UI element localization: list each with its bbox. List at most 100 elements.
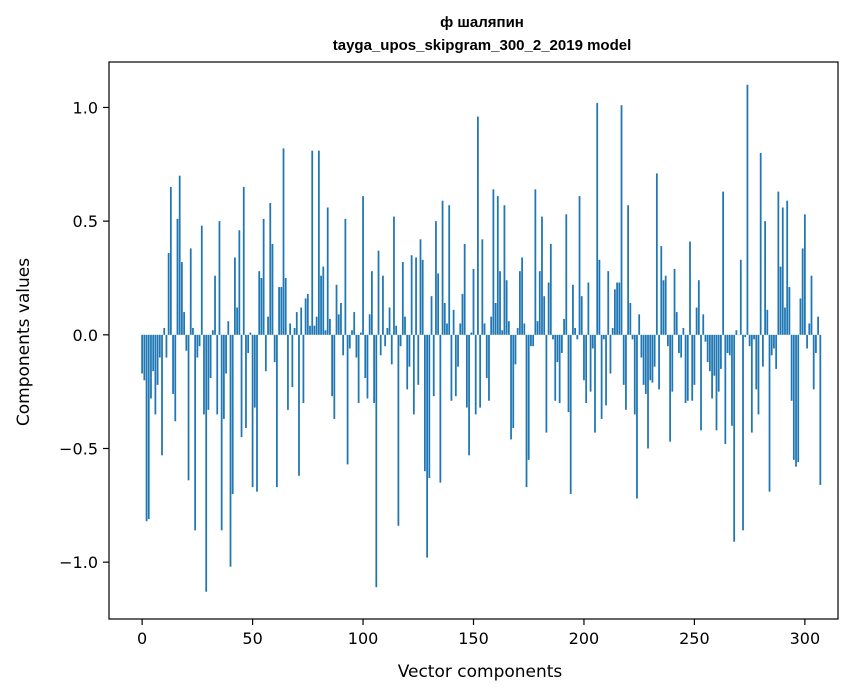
bar-191 (563, 318, 565, 335)
bar-29 (205, 334, 208, 592)
bar-88 (335, 284, 338, 335)
bar-241 (673, 268, 676, 335)
bar-280 (759, 152, 762, 335)
bar-63 (280, 287, 283, 335)
bar-84 (326, 207, 329, 335)
bar-78 (313, 325, 316, 335)
bar-172 (521, 257, 523, 335)
bar-284 (768, 334, 771, 492)
bar-44 (238, 230, 241, 335)
bar-216 (618, 282, 621, 335)
bar-174 (525, 334, 528, 488)
bar-49 (249, 332, 252, 335)
bar-233 (655, 173, 658, 335)
bar-34 (216, 334, 219, 415)
bar-6 (154, 334, 157, 415)
bar-144 (459, 323, 462, 335)
bar-205 (594, 334, 596, 433)
bar-268 (733, 334, 736, 542)
bar-252 (697, 280, 700, 335)
bar-101 (364, 334, 367, 379)
bar-91 (342, 334, 345, 356)
bar-206 (596, 102, 599, 335)
bar-14 (172, 334, 174, 394)
bar-165 (505, 280, 508, 335)
bar-230 (649, 334, 652, 381)
bar-128 (424, 334, 426, 472)
bar-134 (437, 273, 440, 335)
bar-27 (200, 225, 203, 335)
bar-274 (746, 84, 749, 335)
bar-224 (636, 334, 638, 499)
bar-5 (152, 334, 155, 372)
bar-62 (278, 287, 280, 335)
bar-102 (366, 334, 369, 399)
bar-4 (150, 334, 152, 399)
bar-163 (501, 330, 504, 335)
bar-295 (792, 334, 795, 460)
bar-228 (644, 334, 647, 394)
bar-289 (779, 266, 782, 335)
bar-212 (609, 334, 612, 374)
bar-115 (395, 325, 398, 335)
bar-201 (585, 334, 588, 404)
bar-218 (622, 334, 625, 385)
bar-69 (293, 328, 296, 335)
bar-249 (691, 334, 694, 401)
bar-21 (187, 334, 190, 481)
bar-227 (642, 334, 645, 385)
bar-148 (468, 334, 470, 456)
bar-288 (777, 191, 780, 335)
bar-298 (799, 298, 802, 335)
bar-67 (289, 323, 292, 335)
bar-106 (375, 334, 378, 588)
bar-254 (702, 314, 705, 335)
bar-251 (695, 307, 698, 335)
bar-25 (196, 334, 199, 358)
bar-74 (304, 298, 307, 335)
bar-238 (667, 334, 669, 347)
bar-244 (680, 334, 683, 358)
bar-236 (662, 280, 665, 335)
bar-222 (631, 334, 634, 340)
y-tick-label: 0.5 (73, 212, 98, 231)
bar-45 (240, 334, 243, 438)
bar-71 (298, 334, 300, 476)
bar-55 (262, 218, 265, 335)
chart-title-line2: tayga_upos_skipgram_300_2_2019 model (333, 37, 632, 54)
y-tick-label: −0.5 (59, 439, 98, 458)
bar-135 (439, 334, 442, 483)
bar-87 (333, 334, 336, 419)
bar-33 (214, 275, 216, 335)
y-axis-label: Components values (14, 258, 34, 426)
bar-80 (317, 150, 320, 335)
bar-234 (658, 334, 660, 390)
bar-50 (251, 334, 254, 488)
bar-158 (490, 316, 493, 335)
bar-179 (536, 321, 539, 335)
x-tick-label: 100 (348, 629, 379, 648)
bar-307 (819, 334, 822, 485)
bar-36 (220, 334, 223, 531)
bar-188 (556, 334, 559, 363)
bar-37 (222, 334, 225, 419)
bar-31 (209, 334, 212, 379)
bar-257 (708, 334, 711, 372)
bar-125 (417, 334, 420, 385)
bar-65 (284, 277, 287, 335)
bar-96 (353, 312, 356, 335)
bar-19 (183, 312, 185, 335)
bar-183 (545, 334, 548, 433)
bar-208 (600, 334, 603, 419)
bar-195 (572, 284, 574, 335)
bar-76 (309, 325, 311, 335)
bar-40 (229, 334, 232, 567)
bar-253 (700, 334, 702, 431)
bar-261 (717, 334, 720, 392)
bar-240 (671, 334, 674, 392)
bar-109 (382, 275, 384, 335)
bar-217 (620, 105, 623, 335)
bar-112 (388, 307, 391, 335)
bar-264 (724, 334, 727, 444)
bar-278 (755, 334, 758, 390)
